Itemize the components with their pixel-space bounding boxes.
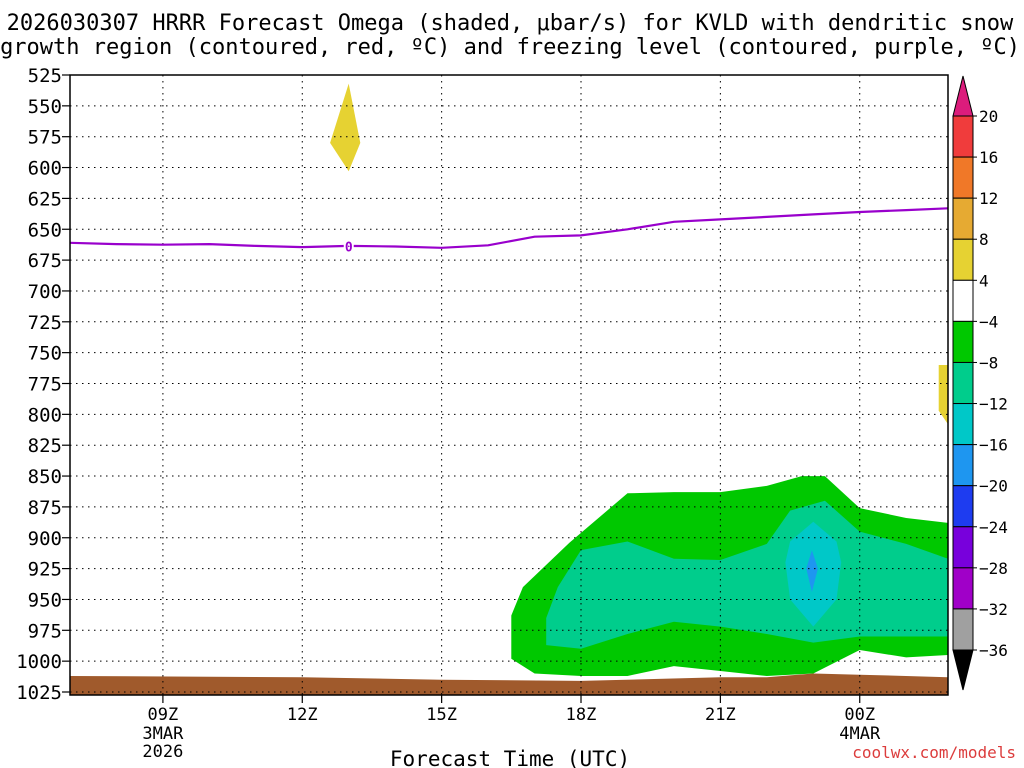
colorbar-label: −16 [979,436,1008,455]
colorbar-label: −20 [979,477,1008,496]
colorbar-box [952,238,974,281]
y-tick-label: 750 [28,343,62,365]
y-tick-label: 875 [28,497,62,519]
y-tick-label: 725 [28,312,62,334]
chart-title-line2: growth region (contoured, red, ºC) and f… [0,35,1020,60]
y-tick-label: 675 [28,250,62,272]
colorbar-label: 8 [979,230,989,249]
y-tick-label: 975 [28,620,62,642]
y-tick-label: 900 [28,528,62,550]
y-tick-label: 700 [28,281,62,303]
colorbar-label: −4 [979,312,998,331]
colorbar-label: −12 [979,395,1008,414]
y-tick-label: 575 [28,127,62,149]
y-tick-label: 625 [28,188,62,210]
colorbar-label: 4 [979,271,989,290]
y-tick-label: 650 [28,219,62,241]
y-tick-label: 775 [28,374,62,396]
x-tick-year: 2026 [142,742,183,762]
x-tick-label: 09Z [148,705,179,725]
colorbar-label: −32 [979,600,1008,619]
y-tick-label: 850 [28,466,62,488]
x-axis-label: Forecast Time (UTC) [390,747,630,768]
x-tick-label: 00Z [844,705,875,725]
y-tick-label: 950 [28,589,62,611]
colorbar-box [952,485,974,528]
y-tick-label: 550 [28,96,62,118]
y-tick-label: 600 [28,158,62,180]
x-tick-label: 18Z [566,705,597,725]
freezing-level-line [69,207,949,249]
colorbar-box [952,156,974,199]
omega-neg-16-20 [806,550,818,592]
colorbar-box [952,115,974,158]
colorbar: 20 16 12 8 4 −4 −8 −12 −16 −20 −24 −28 −32 −36 [952,75,1008,691]
colorbar-box [952,608,974,651]
y-tick-label: 525 [28,65,62,87]
freezing-level-label: 0 [345,241,353,256]
x-tick-label: 12Z [287,705,318,725]
y-tick-label: 800 [28,404,62,426]
colorbar-box [952,444,974,487]
colorbar-bottom-arrow [952,649,974,691]
x-tick-label: 15Z [426,705,457,725]
y-tick-label: 825 [28,435,62,457]
colorbar-label: 20 [979,107,998,126]
colorbar-box [952,403,974,446]
colorbar-label: −28 [979,559,1008,578]
colorbar-label: 16 [979,148,998,167]
y-tick-label: 925 [28,559,62,581]
x-tick-label: 21Z [705,705,736,725]
omega-positive-edge-4-8 [938,365,948,425]
colorbar-label: 12 [979,189,998,208]
colorbar-label: −24 [979,518,1008,537]
colorbar-box [952,197,974,240]
freezing-level-contour: 0 [69,207,949,256]
colorbar-label: −8 [979,353,998,372]
x-tick-date: 4MAR [839,724,881,744]
colorbar-box [952,526,974,569]
y-axis: 525 550 575 600 625 650 675 700 725 750 775 800 825 8… [16,65,70,704]
colorbar-box [952,279,974,322]
colorbar-box [952,320,974,363]
freezing-level-label-bg [343,238,354,255]
terrain-fill [70,673,948,695]
colorbar-top-arrow [952,75,974,117]
omega-shading [330,83,948,676]
colorbar-box [952,361,974,405]
watermark: coolwx.com/models [852,743,1016,762]
y-tick-label: 1000 [16,651,62,673]
omega-positive-4-8 [330,83,361,172]
colorbar-label: −36 [979,641,1008,660]
chart-title-line1: 2026030307 HRRR Forecast Omega (shaded, … [7,11,1014,36]
terrain-area [70,673,948,695]
grid-lines [70,74,948,695]
colorbar-box [952,567,974,610]
omega-neg-8-12 [546,500,948,649]
x-tick-date: 3MAR [142,724,184,744]
plot-frame [69,74,949,696]
y-tick-label: 1025 [16,682,62,704]
